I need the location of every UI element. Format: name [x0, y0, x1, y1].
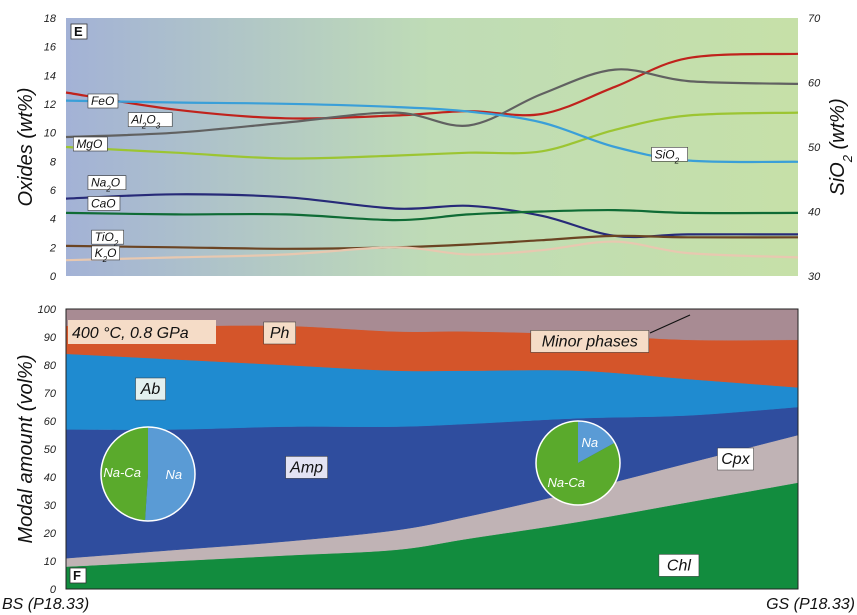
e-ytick-label: 8	[50, 156, 57, 168]
e-y2tick-label: 40	[808, 207, 821, 219]
series-line-mgo	[65, 111, 799, 160]
series-label-cao: CaO	[91, 196, 116, 210]
panel-f-areas	[65, 308, 799, 590]
panel-e-oxides: 0 2 4 6 8 10 12 14 16 18 30 40 50 60 70 FeO Al2O3 MgO Na…	[15, 13, 855, 283]
e-y2tick-label: 30	[808, 271, 821, 283]
e-y2tick-label: 70	[808, 13, 821, 25]
series-label-box-feo	[87, 93, 119, 109]
panel-e-ylabel: Oxides (wt%)	[15, 88, 37, 207]
area-label-minor-phases: Minor phases	[542, 333, 638, 350]
panel-f-letter: F	[73, 568, 81, 583]
series-label-box-mgo	[73, 136, 108, 152]
area-label-box-chl	[658, 554, 700, 577]
area-label-amp: Amp	[289, 459, 323, 476]
series-label-box-sio2	[651, 147, 688, 162]
pie-right: Na Na-Ca	[535, 420, 621, 506]
pie-slice-label-na-ca: Na-Ca	[103, 465, 141, 480]
e-ytick-label: 4	[50, 214, 56, 226]
series-label-al2o3: Al2O3	[130, 113, 160, 131]
pie-slice-na	[145, 426, 196, 521]
e-ytick-label: 0	[50, 271, 57, 283]
pie-outline	[100, 426, 196, 522]
series-label-mgo: MgO	[76, 137, 102, 151]
pie-slice-label-na: Na	[166, 467, 183, 482]
series-label-feo: FeO	[91, 94, 114, 108]
e-ytick-label: 16	[44, 42, 57, 54]
series-label-box-k2o	[91, 245, 120, 261]
area-label-ph: Ph	[270, 325, 290, 342]
panel-e-y2label: SiO2 (wt%)	[827, 98, 855, 195]
series-label-tio2: TiO2	[95, 230, 119, 248]
area-label-box-ab	[135, 377, 166, 401]
f-ytick-label: 70	[44, 388, 57, 400]
area-label-cpx: Cpx	[721, 451, 750, 468]
panel-e-left-ticks: 0 2 4 6 8 10 12 14 16 18	[44, 13, 57, 283]
area-label-box-cpx	[717, 447, 754, 471]
series-label-box-al2o3	[127, 112, 173, 127]
area-label-box-ph	[263, 321, 296, 345]
series-line-k2o	[65, 240, 799, 262]
series-label-na2o: Na2O	[91, 176, 120, 194]
panel-f-modal: 0 10 20 30 40 50 60 70 80 90 100 Chl Cpx Amp Ab Ph Mino…	[15, 304, 799, 596]
series-line-na2o	[65, 193, 799, 239]
area-label-chl: Chl	[667, 557, 691, 574]
f-ytick-label: 0	[50, 584, 57, 596]
series-line-tio2	[65, 234, 799, 250]
panel-f-letter-box	[69, 567, 87, 584]
annotation-box	[68, 320, 216, 344]
f-ytick-label: 100	[38, 304, 57, 316]
e-y2tick-label: 50	[808, 142, 821, 154]
series-label-box-cao	[87, 196, 121, 211]
panel-e-letter-box	[70, 23, 88, 40]
e-ytick-label: 2	[49, 242, 56, 254]
pie-slice-na-ca	[535, 420, 620, 505]
panel-f-left-ticks: 0 10 20 30 40 50 60 70 80 90 100	[38, 304, 57, 596]
area-label-box-amp	[285, 456, 328, 479]
e-ytick-label: 10	[44, 128, 57, 140]
sample-right: GS (P18.33)	[766, 596, 855, 613]
f-ytick-label: 90	[44, 332, 57, 344]
panel-e-series	[65, 52, 799, 262]
series-line-cao	[65, 208, 799, 222]
sample-left: BS (P18.33)	[2, 596, 89, 613]
series-label-sio2: SiO2	[655, 147, 680, 165]
panel-e-right-ticks: 30 40 50 60 70	[808, 13, 821, 283]
panel-f-ylabel: Modal amount (vol%)	[15, 355, 37, 544]
panel-f-area-labels: Chl Cpx Amp Ab Ph Minor phases	[135, 321, 754, 577]
series-label-box-tio2	[91, 229, 124, 245]
minor-phases-leader	[649, 314, 691, 334]
pie-slice-label-na-ca: Na-Ca	[547, 475, 585, 490]
f-ytick-label: 60	[44, 416, 57, 428]
f-ytick-label: 20	[43, 528, 57, 540]
area-label-ab: Ab	[140, 381, 161, 398]
pie-slice-label-na: Na	[581, 435, 598, 450]
e-ytick-label: 18	[44, 13, 57, 25]
panel-f-pies: Na Na-Ca Na Na-Ca	[100, 420, 621, 522]
pie-outline	[535, 420, 621, 506]
panel-e-letter: E	[74, 24, 83, 39]
e-ytick-label: 14	[44, 70, 56, 82]
series-label-box-na2o	[87, 175, 127, 190]
e-ytick-label: 12	[44, 99, 56, 111]
pie-left: Na Na-Ca	[100, 426, 196, 522]
e-y2tick-label: 60	[808, 78, 821, 90]
series-line-al2o3	[65, 68, 799, 139]
f-ytick-label: 40	[44, 472, 57, 484]
annotation-text: 400 °C, 0.8 GPa	[72, 325, 189, 342]
pie-slice-na-ca	[101, 427, 148, 521]
f-ytick-label: 50	[44, 444, 57, 456]
series-label-k2o: K2O	[95, 246, 117, 264]
e-ytick-label: 6	[50, 185, 57, 197]
f-ytick-label: 10	[44, 556, 57, 568]
f-ytick-label: 80	[44, 360, 57, 372]
f-ytick-label: 30	[44, 500, 57, 512]
area-label-box-minor-phases	[530, 330, 650, 353]
panel-f-frame	[65, 308, 799, 590]
